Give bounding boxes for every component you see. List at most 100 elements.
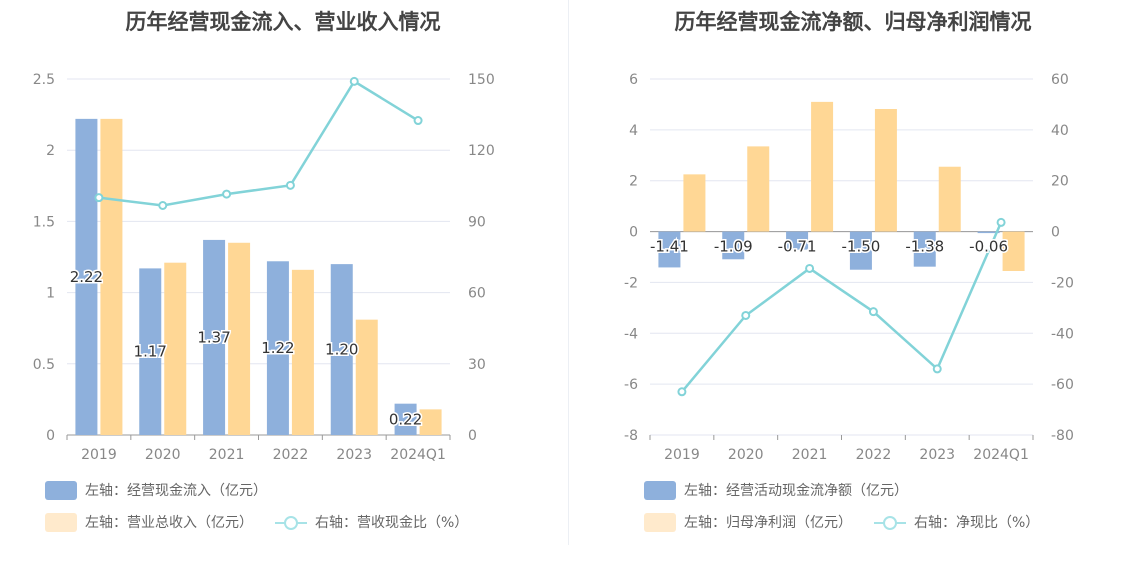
bar-series-2 [811, 101, 834, 232]
bar-data-label: -1.38 [905, 238, 944, 256]
legend-row-1: 左轴：经营现金流入（亿元） [45, 480, 289, 500]
bar-data-label: 1.37 [197, 328, 230, 346]
y-tick-label-right: 40 [1051, 123, 1069, 139]
y-tick-label-right: 20 [1051, 174, 1069, 190]
x-tick-label: 2024Q1 [973, 447, 1029, 463]
legend-label: 右轴：净现比（%） [914, 515, 1040, 531]
y-tick-label-left: -6 [624, 377, 638, 393]
bar-data-label: -1.50 [842, 238, 881, 256]
chart-plot-right: -8 -80 -6 -60 -4 -40 -2 -20 0 0 2 20 4 40 6 60 2019 2020 2… [624, 72, 1074, 463]
y-tick-label-right: -60 [1051, 377, 1074, 393]
y-tick-label-right: -80 [1051, 428, 1074, 444]
y-tick-label-left: 2.5 [33, 72, 55, 88]
y-tick-label-left: -4 [624, 326, 638, 342]
x-tick-label: 2022 [856, 447, 892, 463]
line-point [349, 76, 359, 86]
legend-line-icon [275, 513, 307, 532]
bar-data-label: 1.22 [261, 339, 294, 357]
line-point [285, 180, 295, 190]
y-tick-label-left: 2 [629, 174, 638, 190]
bar-series-2 [355, 319, 378, 435]
chart-title: 历年经营现金流净额、归母净利润情况 [674, 10, 1032, 34]
legend-item-net-cash-flow[interactable]: 左轴：经营活动现金流净额（亿元） [644, 480, 908, 500]
y-tick-label-left: 0 [46, 428, 55, 444]
x-tick-label: 2022 [273, 447, 309, 463]
line-point [932, 364, 942, 374]
legend-row-2: 左轴：营业总收入（亿元） 右轴：营收现金比（%） [45, 512, 490, 532]
y-tick-label-right: -20 [1051, 275, 1074, 291]
bar-series-1 [203, 239, 226, 435]
x-tick-label: 2021 [792, 447, 828, 463]
chart-plot-left: 0 0 0.5 30 1 60 1.5 90 2 120 2.5 150 2019 2020 2021 202… [33, 72, 495, 463]
bar-series-1 [913, 231, 936, 267]
x-tick-label: 2020 [728, 447, 764, 463]
x-tick-label: 2021 [209, 447, 245, 463]
y-tick-label-right: 60 [1051, 72, 1069, 88]
line-point [805, 263, 815, 273]
legend-item-cash-inflow[interactable]: 左轴：经营现金流入（亿元） [45, 480, 267, 500]
x-tick-label: 2019 [664, 447, 700, 463]
legend-item-revenue[interactable]: 左轴：营业总收入（亿元） [45, 512, 253, 532]
bar-data-label: 1.20 [325, 341, 358, 359]
y-tick-label-right: 60 [468, 286, 486, 302]
legend-row-2: 左轴：归母净利润（亿元） 右轴：净现比（%） [644, 512, 1061, 532]
bar-data-label: -1.41 [650, 238, 689, 256]
y-tick-label-left: 0.5 [33, 357, 55, 373]
chart-panel-left: 历年经营现金流入、营业收入情况 0 0 0.5 30 1 60 1.5 90 2 120 2.5 15… [0, 0, 566, 582]
bar-data-label: -0.06 [969, 238, 1008, 256]
x-tick-label: 2024Q1 [390, 447, 446, 463]
bar-series-2 [938, 166, 961, 232]
panel-divider [568, 0, 569, 545]
bar-series-2 [291, 269, 314, 435]
x-tick-label: 2020 [145, 447, 181, 463]
x-tick-label: 2019 [81, 447, 117, 463]
line-point [868, 307, 878, 317]
bar-series-1 [786, 231, 809, 250]
bar-data-label: 2.22 [70, 268, 103, 286]
bar-data-label: -1.09 [714, 238, 753, 256]
legend-item-cash-ratio[interactable]: 右轴：营收现金比（%） [275, 512, 468, 532]
line-point [94, 193, 104, 203]
bar-series-2 [164, 262, 187, 435]
bar-series-1 [75, 118, 98, 435]
bar-series-1 [266, 261, 289, 435]
bar-series-2 [228, 242, 251, 435]
bar-series-2 [874, 109, 897, 232]
y-tick-label-left: 0 [629, 225, 638, 241]
chart-panel-right: 历年经营现金流净额、归母净利润情况 -8 -80 -6 -60 -4 -40 -2 -20 0 0… [572, 0, 1134, 582]
y-tick-label-right: 0 [1051, 225, 1060, 241]
y-tick-label-left: -8 [624, 428, 638, 444]
bar-series-2 [419, 409, 442, 435]
bar-series-2 [1002, 231, 1025, 271]
bar-series-1 [139, 268, 162, 435]
bar-series-2 [747, 146, 770, 232]
line-point [413, 116, 423, 126]
legend-swatch-orange [45, 512, 77, 532]
y-tick-label-right: 90 [468, 214, 486, 230]
line-series [98, 79, 419, 207]
x-tick-label: 2023 [919, 447, 955, 463]
y-tick-label-right: 30 [468, 357, 486, 373]
x-tick-label: 2023 [336, 447, 372, 463]
chart-title: 历年经营现金流入、营业收入情况 [125, 10, 441, 34]
y-tick-label-left: 1 [46, 286, 55, 302]
legend-swatch-blue [644, 480, 676, 500]
legend-label: 右轴：营收现金比（%） [315, 515, 469, 531]
line-point [741, 310, 751, 320]
legend-item-net-profit[interactable]: 左轴：归母净利润（亿元） [644, 512, 852, 532]
y-tick-label-left: 4 [629, 123, 638, 139]
legend-item-net-cash-ratio[interactable]: 右轴：净现比（%） [874, 512, 1039, 532]
legend-row-1: 左轴：经营活动现金流净额（亿元） [644, 480, 930, 500]
bar-data-label: -0.71 [778, 238, 817, 256]
line-point [222, 189, 232, 199]
line-point [158, 200, 168, 210]
y-tick-label-right: -40 [1051, 326, 1074, 342]
y-tick-label-right: 150 [468, 72, 495, 88]
bar-series-1 [394, 403, 417, 435]
bar-series-1 [849, 231, 872, 270]
bar-series-1 [658, 231, 681, 268]
y-tick-label-left: -2 [624, 275, 638, 291]
y-tick-label-right: 0 [468, 428, 477, 444]
bar-series-1 [977, 231, 1000, 234]
legend-label: 左轴：经营活动现金流净额（亿元） [684, 483, 908, 499]
